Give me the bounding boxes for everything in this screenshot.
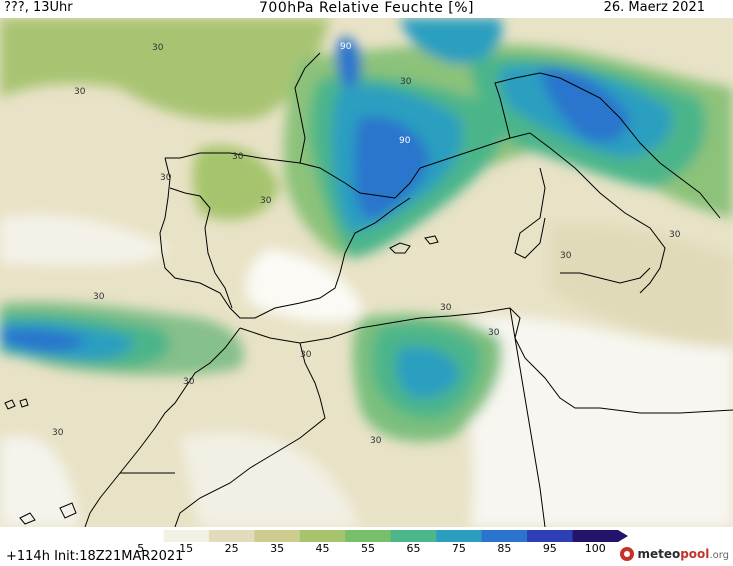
country-borders: [84, 52, 733, 527]
contour-label: 30: [560, 251, 572, 261]
contour-label: 30: [300, 350, 312, 360]
colorbar-tick-label: 65: [406, 542, 421, 555]
meteopool-logo[interactable]: meteopool.org: [620, 545, 729, 563]
init-time: +114h Init:18Z21MAR2021: [6, 549, 184, 564]
colorbar-segment: [481, 530, 528, 542]
contour-label-high: 90: [340, 42, 352, 52]
colorbar-tick-label: 25: [224, 542, 239, 555]
contour-label: 30: [52, 428, 64, 438]
contour-label: 30: [93, 292, 105, 302]
colorbar-tick-label: 35: [270, 542, 285, 555]
colorbar-tick-label: 100: [584, 542, 606, 555]
contour-label: 30: [232, 152, 244, 162]
colorbar: [118, 530, 628, 542]
header: ???, 13Uhr 700hPa Relative Feuchte [%] 2…: [0, 0, 733, 18]
contour-label: 30: [440, 303, 452, 313]
footer: 5 15 25 35 45 55 65 75 85 95 100 +114h Init:18Z21M…: [0, 527, 733, 566]
colorbar-segment: [118, 530, 164, 542]
contour-label-high: 90: [399, 136, 411, 146]
contour-label: 30: [160, 173, 172, 183]
colorbar-tick-label: 95: [542, 542, 557, 555]
colorbar-tick-label: 5: [137, 542, 145, 555]
colorbar-segment: [436, 530, 483, 542]
humidity-map: 30 30 30 30 30 30 30 30 30 30 30 30 30 3…: [0, 18, 733, 527]
colorbar-segment: [527, 530, 574, 542]
contour-label: 30: [488, 328, 500, 338]
colorbar-segment: [390, 530, 437, 542]
contour-labels: 30 30 30 30 30 30 30 30 30 30 30 30 30 3…: [52, 42, 681, 446]
colorbar-segment: [572, 530, 619, 542]
contour-label: 30: [400, 77, 412, 87]
colorbar-tick-label: 45: [315, 542, 330, 555]
contour-label: 30: [260, 196, 272, 206]
colorbar-tick-label: 15: [179, 542, 194, 555]
contour-label: 30: [183, 377, 195, 387]
coast-small-islands: [4, 398, 77, 525]
logo-text: meteopool.org: [637, 547, 729, 561]
colorbar-segment: [345, 530, 392, 542]
valid-date: 26. Maerz 2021: [603, 0, 705, 15]
colorbar-tick-label: 75: [451, 542, 466, 555]
colorbar-segment: [163, 530, 210, 542]
humidity-field: [0, 18, 733, 527]
contour-label: 30: [74, 87, 86, 97]
colorbar-tick-label: 85: [497, 542, 512, 555]
colorbar-segment: [299, 530, 346, 542]
colorbar-tick-label: 55: [361, 542, 375, 555]
contour-label: 30: [370, 436, 382, 446]
logo-icon: [620, 547, 635, 561]
contour-label: 30: [152, 43, 164, 53]
colorbar-segment: [208, 530, 255, 542]
contour-label: 30: [669, 230, 681, 240]
forecast-time-label: ???, 13Uhr: [4, 0, 73, 15]
colorbar-segment: [254, 530, 301, 542]
colorbar-extend-arrow: [618, 530, 628, 542]
map-title: 700hPa Relative Feuchte [%]: [259, 0, 474, 16]
